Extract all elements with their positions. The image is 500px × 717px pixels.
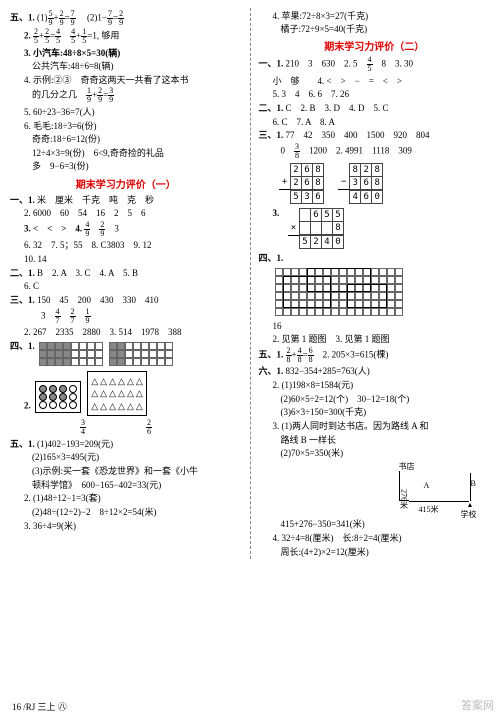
r6-l9: 4. 32÷4=8(厘米) 长:8÷2=4(厘米) (259, 532, 491, 544)
sec5-q1: 五、1. (1)59+29=79 (2)1−79=29 (10, 10, 242, 27)
s1-l2: 2. 6000 60 54 16 2 5 6 (10, 207, 242, 219)
right-column: 4. 苹果:72÷8×3=27(千克) 橘子:72÷9×5=40(千克) 期末学… (259, 8, 491, 559)
rtop-l1: 4. 苹果:72÷8×3=27(千克) (259, 10, 491, 22)
grid-3 (275, 268, 403, 316)
r1-l2: 小 够 4. < > − = < > (259, 75, 491, 87)
rtop-l2: 橘子:72÷9×5=40(千克) (259, 23, 491, 35)
s4-shapes: 2. △△△△△△△△△△△△△△△△△△ (10, 369, 242, 417)
r3-l1: 三、1. 77 42 350 400 1500 920 804 (259, 129, 491, 141)
header-2: 期末学习力评价（二） (259, 38, 491, 53)
r6-l6: 路线 B 一样长 (259, 434, 491, 446)
s1-l3: 3. < < > 4. 49 29 3 (10, 221, 242, 238)
s3-l2: 3 47 27 19 (10, 308, 242, 325)
r6-l3: (2)60×5÷2=12(个) 30−12=18(个) (259, 393, 491, 405)
s5-l4: 顿科学馆》 600−165−402=33(元) (10, 479, 242, 491)
r6-l4: (3)6×3÷150=300(千克) (259, 406, 491, 418)
sec5-q4a: 4. 示例:②③ 奇奇这两天一共看了这本书 (10, 74, 242, 86)
r6-l1: 六、1. 832−354+285=763(人) (259, 365, 491, 377)
sec5-q6c: 12÷4×3=9(份) 6<9,奇奇捡的礼品 (10, 147, 242, 159)
label: 五、1. (10, 12, 35, 22)
calc3-row: 3. 655×85240 (259, 207, 491, 251)
r6-l10: 周长:(4+2)×2=12(厘米) (259, 546, 491, 558)
column-divider (250, 8, 251, 559)
r6-l8: 415+276−350=341(米) (259, 518, 491, 530)
s1-l4: 6. 32 7. 5；55 8. C3803 9. 12 (10, 239, 242, 251)
route-diagram: 书店 276米 A B ▲ 学校 415米 (399, 461, 489, 516)
s3-l1: 三、1. 150 45 200 430 330 410 (10, 294, 242, 306)
r4-sub: 16 (259, 320, 491, 332)
s1-l1: 一、1. 米 厘米 千克 吨 克 秒 (10, 194, 242, 206)
left-column: 五、1. (1)59+29=79 (2)1−79=29 2. 25+25=45 … (10, 8, 242, 559)
sec5-q6b: 奇奇:18÷6=12(份) (10, 133, 242, 145)
sec5-q4b: 的几分之几 19+29=39 (10, 87, 242, 104)
r4-grid (259, 266, 491, 318)
r4-l1: 2. 见第 1 题图 3. 见第 1 题图 (259, 333, 491, 345)
calc-2: 828−368460 (338, 163, 383, 203)
r2: 二、1. C 2. B 3. D 4. D 5. C (259, 102, 491, 114)
watermark: 答案网 (461, 697, 494, 713)
r4: 四、1. (259, 252, 491, 264)
s5-l2: (2)165×3=495(元) (10, 451, 242, 463)
sec5-q3a: 3. 小汽车:48÷8×5=30(辆) (10, 47, 242, 59)
s1-l5: 10. 14 (10, 253, 242, 265)
sec5-q2: 2. 25+25=45 45+15=1, 够用 (10, 28, 242, 45)
header-1: 期末学习力评价（一） (10, 176, 242, 191)
circles (35, 381, 81, 413)
s2: 二、1. B 2. A 3. C 4. A 5. B (10, 267, 242, 279)
s5-l5: 2. (1)48÷12−1=3(套) (10, 492, 242, 504)
calc-1: 268+268536 (279, 163, 324, 203)
r2-l2: 6. C 7. A 8. A (259, 116, 491, 128)
r1-l3: 5. 3 4 6. 6 7. 26 (259, 88, 491, 100)
s5-l3: (3)示例:买一套《恐龙世界》和一套《小牛 (10, 465, 242, 477)
s4: 四、1. (10, 340, 242, 368)
sec5-q3b: 公共汽车:48÷6=8(辆) (10, 60, 242, 72)
page-footer: 16 /RJ 三上 ㊇ (12, 700, 67, 713)
grid-1 (39, 342, 103, 366)
s5-l6: (2)48÷(12÷2)−2 8÷12×2=54(米) (10, 506, 242, 518)
triangles: △△△△△△△△△△△△△△△△△△ (87, 371, 147, 415)
s4-fracs: 34 26 (10, 419, 242, 436)
r6-l7: (2)70×5=350(米) (259, 447, 491, 459)
s2-l2: 6. C (10, 280, 242, 292)
sec5-q5: 5. 60÷23−36=7(人) (10, 106, 242, 118)
r6-l2: 2. (1)198×8=1584(元) (259, 379, 491, 391)
grid-2 (109, 342, 173, 366)
r3-l2: 0 38 1200 2. 4991 1118 309 (259, 143, 491, 160)
sec5-q6a: 6. 毛毛:18÷3=6(份) (10, 120, 242, 132)
frac: 59 (48, 10, 54, 27)
s5-l7: 3. 36÷4=9(米) (10, 520, 242, 532)
calc-3: 655×85240 (288, 209, 344, 249)
s3-l3: 2. 267 2335 2880 3. 514 1978 388 (10, 326, 242, 338)
r1-l1: 一、1. 210 3 630 2. 5 45 8 3. 30 (259, 56, 491, 73)
s5-l1: 五、1. (1)402−193=209(元) (10, 438, 242, 450)
r6-l5: 3. (1)两人同时到达书店。因为路线 A 和 (259, 420, 491, 432)
sec5-q6d: 多 9−6=3(份) (10, 160, 242, 172)
calcs: 268+268536 828−368460 (259, 161, 491, 205)
r5: 五、1. 28+48=68 2. 205×3=615(棵) (259, 347, 491, 364)
